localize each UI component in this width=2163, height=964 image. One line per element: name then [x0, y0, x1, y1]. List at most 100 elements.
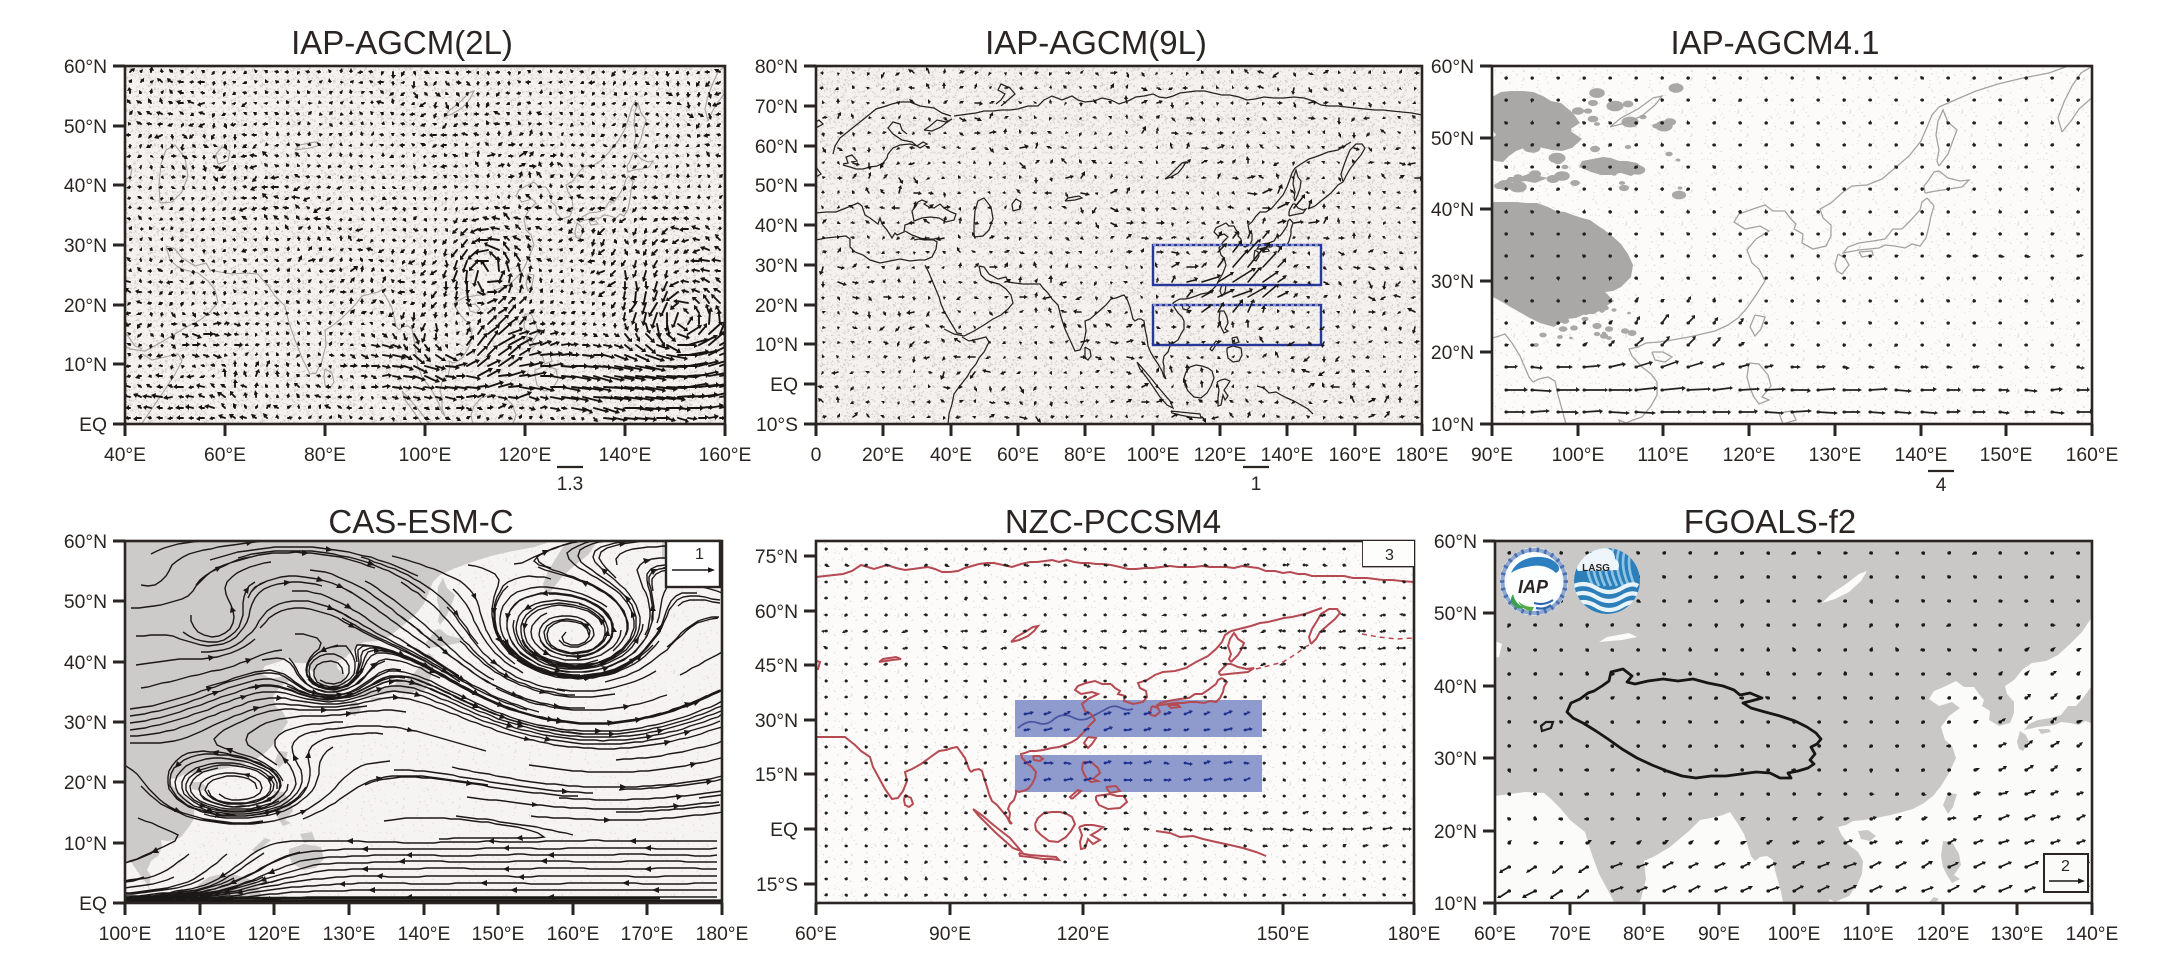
- svg-text:120°E: 120°E: [1723, 445, 1776, 466]
- svg-text:90°E: 90°E: [1698, 924, 1740, 945]
- svg-text:60°E: 60°E: [997, 445, 1039, 466]
- svg-text:140°E: 140°E: [1895, 445, 1948, 466]
- svg-text:80°E: 80°E: [1623, 924, 1665, 945]
- svg-text:80°E: 80°E: [304, 445, 346, 466]
- svg-text:120°E: 120°E: [248, 924, 301, 945]
- svg-text:40°N: 40°N: [1431, 200, 1474, 221]
- svg-text:130°E: 130°E: [323, 924, 376, 945]
- svg-text:170°E: 170°E: [621, 924, 674, 945]
- svg-text:120°E: 120°E: [1194, 445, 1247, 466]
- svg-text:80°E: 80°E: [1064, 445, 1106, 466]
- svg-text:150°E: 150°E: [472, 924, 525, 945]
- svg-text:45°N: 45°N: [755, 656, 798, 677]
- svg-text:10°N: 10°N: [755, 335, 798, 356]
- svg-text:120°E: 120°E: [499, 445, 552, 466]
- svg-text:20°N: 20°N: [755, 296, 798, 317]
- svg-text:140°E: 140°E: [1261, 445, 1314, 466]
- svg-text:110°E: 110°E: [174, 924, 225, 945]
- svg-text:100°E: 100°E: [99, 924, 152, 945]
- svg-text:NZC-PCCSM4: NZC-PCCSM4: [1005, 503, 1221, 540]
- svg-text:30°N: 30°N: [1431, 272, 1474, 293]
- svg-text:130°E: 130°E: [1809, 445, 1862, 466]
- svg-text:40°N: 40°N: [64, 176, 107, 197]
- svg-text:40°E: 40°E: [930, 445, 972, 466]
- svg-text:180°E: 180°E: [1388, 924, 1441, 945]
- svg-text:90°E: 90°E: [929, 924, 971, 945]
- svg-text:110°E: 110°E: [1842, 924, 1893, 945]
- svg-text:120°E: 120°E: [1917, 924, 1970, 945]
- svg-text:40°N: 40°N: [1434, 677, 1477, 698]
- svg-text:LASG: LASG: [1582, 563, 1610, 574]
- svg-text:EQ: EQ: [79, 894, 107, 915]
- svg-text:EQ: EQ: [770, 820, 798, 841]
- svg-text:60°N: 60°N: [64, 57, 107, 78]
- svg-text:10°N: 10°N: [64, 834, 107, 855]
- svg-text:10°S: 10°S: [756, 415, 798, 436]
- svg-text:50°N: 50°N: [1431, 129, 1474, 150]
- svg-text:20°N: 20°N: [1434, 822, 1477, 843]
- svg-text:160°E: 160°E: [1329, 445, 1382, 466]
- svg-text:IAP-AGCM(9L): IAP-AGCM(9L): [985, 24, 1207, 61]
- svg-text:100°E: 100°E: [1552, 445, 1605, 466]
- svg-text:10°N: 10°N: [1431, 415, 1474, 436]
- svg-text:FGOALS-f2: FGOALS-f2: [1684, 503, 1856, 540]
- svg-text:150°E: 150°E: [1980, 445, 2033, 466]
- svg-text:20°E: 20°E: [862, 445, 904, 466]
- svg-text:130°E: 130°E: [1991, 924, 2044, 945]
- svg-text:1: 1: [695, 546, 704, 563]
- svg-text:50°N: 50°N: [1434, 604, 1477, 625]
- svg-text:30°N: 30°N: [64, 713, 107, 734]
- svg-text:60°N: 60°N: [1434, 532, 1477, 553]
- svg-text:40°N: 40°N: [64, 653, 107, 674]
- svg-text:50°N: 50°N: [755, 176, 798, 197]
- svg-text:100°E: 100°E: [1127, 445, 1180, 466]
- svg-text:40°N: 40°N: [755, 216, 798, 237]
- svg-text:30°N: 30°N: [755, 711, 798, 732]
- svg-text:15°S: 15°S: [756, 875, 798, 896]
- svg-text:10°N: 10°N: [1434, 894, 1477, 915]
- svg-text:60°N: 60°N: [755, 602, 798, 623]
- svg-text:180°E: 180°E: [696, 924, 749, 945]
- svg-text:30°N: 30°N: [64, 236, 107, 257]
- svg-text:60°N: 60°N: [1431, 57, 1474, 78]
- svg-text:60°E: 60°E: [795, 924, 837, 945]
- svg-text:140°E: 140°E: [599, 445, 652, 466]
- svg-text:80°N: 80°N: [755, 57, 798, 78]
- svg-text:IAP: IAP: [1518, 577, 1549, 597]
- svg-text:20°N: 20°N: [1431, 343, 1474, 364]
- svg-text:1.3: 1.3: [557, 474, 583, 495]
- svg-text:120°E: 120°E: [1057, 924, 1110, 945]
- svg-text:140°E: 140°E: [398, 924, 451, 945]
- svg-text:50°N: 50°N: [64, 117, 107, 138]
- svg-text:60°N: 60°N: [64, 532, 107, 553]
- svg-text:30°N: 30°N: [1434, 749, 1477, 770]
- svg-text:3: 3: [1385, 547, 1394, 564]
- svg-text:20°N: 20°N: [64, 773, 107, 794]
- svg-text:15°N: 15°N: [755, 765, 798, 786]
- svg-text:110°E: 110°E: [1637, 445, 1688, 466]
- svg-text:2: 2: [2061, 858, 2070, 875]
- svg-text:EQ: EQ: [770, 375, 798, 396]
- svg-text:CAS-ESM-C: CAS-ESM-C: [328, 503, 513, 540]
- svg-text:4: 4: [1936, 475, 1947, 496]
- svg-text:IAP-AGCM(2L): IAP-AGCM(2L): [291, 24, 513, 61]
- svg-text:90°E: 90°E: [1471, 445, 1513, 466]
- svg-text:IAP-AGCM4.1: IAP-AGCM4.1: [1670, 24, 1879, 61]
- svg-text:160°E: 160°E: [2066, 445, 2119, 466]
- svg-text:EQ: EQ: [79, 415, 107, 436]
- svg-text:60°E: 60°E: [204, 445, 246, 466]
- svg-text:160°E: 160°E: [547, 924, 600, 945]
- svg-text:60°E: 60°E: [1474, 924, 1516, 945]
- svg-text:160°E: 160°E: [699, 445, 752, 466]
- svg-text:100°E: 100°E: [399, 445, 452, 466]
- svg-text:30°N: 30°N: [755, 256, 798, 277]
- svg-text:140°E: 140°E: [2066, 924, 2119, 945]
- svg-text:150°E: 150°E: [1257, 924, 1310, 945]
- svg-text:70°E: 70°E: [1549, 924, 1591, 945]
- svg-text:100°E: 100°E: [1768, 924, 1821, 945]
- svg-text:180°E: 180°E: [1396, 445, 1449, 466]
- svg-text:75°N: 75°N: [755, 547, 798, 568]
- svg-text:0: 0: [811, 445, 822, 466]
- svg-text:1: 1: [1251, 474, 1262, 495]
- svg-text:60°N: 60°N: [755, 137, 798, 158]
